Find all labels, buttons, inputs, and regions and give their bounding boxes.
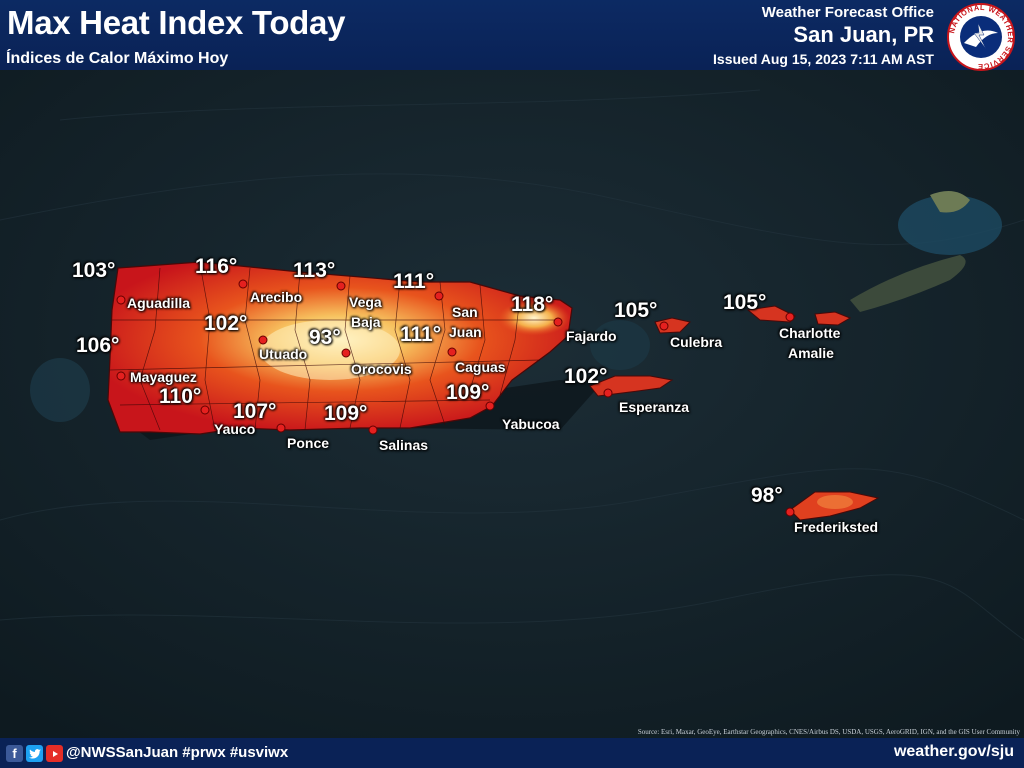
charlotte-amalie-dot	[785, 312, 795, 322]
esperanza-dot	[603, 388, 613, 398]
heat-value-frederiksted: 98°	[751, 484, 783, 507]
heat-value-utuado: 102°	[204, 312, 248, 335]
heat-value-caguas: 111°	[400, 323, 442, 346]
heat-value-yauco: 110°	[159, 385, 202, 408]
fajardo-dot	[553, 317, 563, 327]
ponce-dot	[276, 423, 286, 433]
heat-value-ponce: 107°	[233, 400, 277, 423]
san-juan-dot	[434, 291, 444, 301]
heat-value-vega-baja: 113°	[293, 259, 336, 282]
place-juan: Juan	[449, 324, 482, 340]
social-icons: f	[6, 745, 63, 763]
office-label: Weather Forecast Office	[761, 4, 934, 21]
nws-logo-icon: NATIONAL WEATHER SERVICE	[947, 3, 1015, 71]
place-ponce: Ponce	[287, 435, 330, 451]
place-charlotte: Charlotte	[779, 325, 841, 341]
issued-timestamp: Issued Aug 15, 2023 7:11 AM AST	[713, 51, 934, 67]
mayaguez-dot	[116, 371, 126, 381]
place-caguas: Caguas	[455, 359, 506, 375]
arecibo-dot	[238, 279, 248, 289]
place-yauco: Yauco	[214, 421, 256, 437]
social-handle[interactable]: @NWSSanJuan #prwx #usviwx	[66, 744, 289, 761]
heat-value-arecibo: 116°	[195, 255, 238, 278]
place-vega: Vega	[349, 294, 382, 310]
website-link[interactable]: weather.gov/sju	[893, 743, 1014, 760]
heat-value-yabucoa: 109°	[446, 381, 490, 404]
aguadilla-dot	[116, 295, 126, 305]
youtube-icon[interactable]	[46, 745, 63, 762]
city-markers	[116, 279, 795, 517]
heat-index-map	[0, 70, 1024, 738]
heat-value-culebra: 105°	[614, 299, 658, 322]
heat-value-orocovis: 93°	[309, 326, 341, 349]
facebook-icon[interactable]: f	[6, 745, 23, 762]
place-aguadilla: Aguadilla	[127, 295, 191, 311]
culebra-dot	[659, 321, 669, 331]
frederiksted-dot	[785, 507, 795, 517]
twitter-icon[interactable]	[26, 745, 43, 762]
place-orocovis: Orocovis	[351, 361, 412, 377]
heat-value-aguadilla: 103°	[72, 259, 116, 282]
heat-value-san-juan: 111°	[393, 270, 435, 293]
place-fajardo: Fajardo	[566, 328, 617, 344]
place-salinas: Salinas	[379, 437, 429, 453]
utuado-dot	[258, 335, 268, 345]
place-esperanza: Esperanza	[619, 399, 690, 415]
orocovis-dot	[341, 348, 351, 358]
place-mayaguez: Mayaguez	[130, 369, 197, 385]
place-culebra: Culebra	[670, 334, 723, 350]
heat-value-salinas: 109°	[324, 402, 368, 425]
place-utuado: Utuado	[259, 346, 308, 362]
place-baja: Baja	[351, 314, 381, 330]
salinas-dot	[368, 425, 378, 435]
heat-value-charlotte-amalie: 105°	[723, 291, 767, 314]
footer-bar: f @NWSSanJuan #prwx #usviwx weather.gov/…	[0, 738, 1024, 768]
yabucoa-dot	[485, 401, 495, 411]
yauco-dot	[200, 405, 210, 415]
page-title: Max Heat Index Today	[7, 4, 346, 41]
vega-baja-dot	[336, 281, 346, 291]
heat-value-mayaguez: 106°	[76, 334, 120, 357]
header-banner: Max Heat Index Today Índices de Calor Má…	[0, 0, 1024, 71]
place-yabucoa: Yabucoa	[502, 416, 560, 432]
place-amalie: Amalie	[788, 345, 834, 361]
place-frederiksted: Frederiksted	[794, 519, 879, 535]
place-san: San	[452, 304, 478, 320]
heat-value-fajardo: 118°	[511, 293, 554, 316]
caguas-dot	[447, 347, 457, 357]
source-credit: Source: Esri, Maxar, GeoEye, Earthstar G…	[637, 728, 1020, 736]
heat-value-esperanza: 102°	[564, 365, 608, 388]
place-arecibo: Arecibo	[250, 289, 303, 305]
office-name: San Juan, PR	[793, 22, 934, 47]
page-subtitle: Índices de Calor Máximo Hoy	[6, 50, 229, 67]
